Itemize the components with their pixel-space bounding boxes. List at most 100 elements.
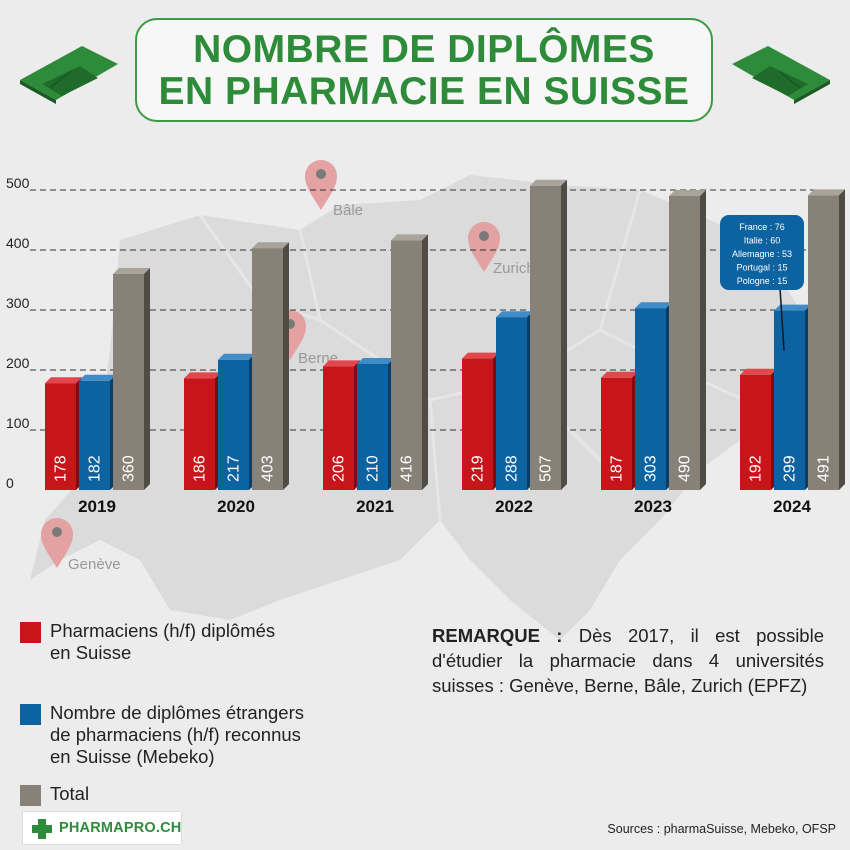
data-label: 219: [470, 455, 487, 482]
legend-swatch-gray: [20, 785, 41, 806]
legend-label-blue: Nombre de diplômes étrangers de pharmaci…: [50, 702, 304, 767]
bar-top: [323, 360, 360, 367]
y-tick-label: 200: [6, 355, 30, 371]
bar-top: [79, 374, 116, 381]
tooltip-line: Allemagne : 53: [732, 249, 792, 259]
data-label: 187: [609, 455, 626, 482]
bar-side: [561, 179, 567, 491]
x-tick-label: 2022: [495, 497, 533, 516]
x-tick-label: 2024: [773, 497, 811, 516]
bar-side: [700, 190, 706, 490]
bar-side: [283, 242, 289, 490]
data-label: 288: [504, 455, 521, 482]
bar: [391, 240, 422, 490]
bar-side: [839, 189, 845, 490]
bar: [218, 359, 249, 490]
y-tick-label: 100: [6, 415, 30, 431]
data-label: 490: [677, 455, 694, 482]
bar: [357, 364, 388, 490]
city-label-basel: Bâle: [333, 202, 363, 219]
bar-top: [774, 304, 811, 311]
legend-swatch-red: [20, 622, 41, 643]
data-label: 186: [192, 455, 209, 482]
logo-text: PHARMAPRO.CH: [59, 820, 182, 836]
bar: [808, 195, 839, 490]
chart-title-line-1: NOMBRE DE DIPLÔMES: [193, 28, 655, 71]
city-label-geneva: Genève: [68, 556, 121, 573]
tooltip-line: Portugal : 15: [736, 263, 787, 273]
bar-top: [496, 311, 533, 318]
data-label: 360: [121, 455, 138, 482]
bar-top: [462, 352, 499, 359]
bar: [113, 274, 144, 490]
tooltip-line: Pologne : 15: [737, 276, 788, 286]
bar-top: [113, 268, 150, 274]
bar: [79, 380, 110, 490]
bar-chart: 0 100 200 300 400 500 178 182 360 2019 186 217 403 20…: [6, 175, 845, 516]
pin-basel-icon: [305, 160, 337, 210]
graduation-cap-icon: [20, 46, 118, 104]
bar-top: [45, 377, 82, 384]
y-tick-label: 300: [6, 295, 30, 311]
bar: [774, 310, 805, 490]
title-box: NOMBRE DE DIPLÔMES EN PHARMACIE EN SUISS…: [135, 18, 713, 122]
bar: [252, 248, 283, 490]
bar: [323, 366, 354, 490]
bar-top: [669, 190, 706, 196]
data-label: 206: [331, 455, 348, 482]
data-label: 491: [816, 455, 833, 482]
chart-title-line-2: EN PHARMACIE EN SUISSE: [158, 70, 690, 113]
bar: [530, 185, 561, 491]
data-label: 299: [782, 455, 799, 482]
bar-top: [357, 358, 394, 364]
y-tick-label: 500: [6, 175, 30, 191]
bar-top: [808, 189, 845, 196]
y-tick-label: 400: [6, 235, 30, 251]
x-tick-label: 2019: [78, 497, 116, 516]
y-tick-label: 0: [6, 475, 14, 491]
bar-top: [740, 368, 777, 375]
data-label: 217: [226, 455, 243, 482]
bar: [462, 358, 493, 490]
sources-note: Sources : pharmaSuisse, Mebeko, OFSP: [607, 822, 836, 836]
bar-top: [391, 234, 428, 241]
bar: [496, 317, 527, 490]
remark-text: Dès 2017, il est possible d'étudier la p…: [432, 625, 824, 696]
bar-side: [144, 268, 150, 490]
bar: [184, 378, 215, 490]
bar-top: [184, 372, 221, 379]
bar-top: [218, 353, 255, 360]
bar: [669, 196, 700, 490]
remark-note: REMARQUE : Dès 2017, il est possible d'é…: [432, 623, 824, 698]
legend-label-gray: Total: [50, 783, 90, 804]
x-tick-label: 2021: [356, 497, 394, 516]
bar: [45, 383, 76, 490]
data-label: 416: [399, 455, 416, 482]
bar: [635, 308, 666, 490]
remark-label: REMARQUE :: [432, 625, 563, 646]
bar-top: [252, 242, 289, 249]
pin-zurich-icon: [468, 222, 500, 272]
tooltip-pointer: [779, 287, 785, 351]
data-label: 178: [53, 455, 70, 482]
data-label: 403: [260, 455, 277, 482]
pharmacy-cross-icon: [32, 819, 52, 839]
graduation-cap-icon: [732, 46, 830, 104]
pin-geneva-icon: [41, 518, 73, 568]
bar: [740, 374, 771, 490]
data-label: 182: [87, 455, 104, 482]
legend-label-red: Pharmaciens (h/f) diplômés en Suisse: [50, 620, 276, 663]
tooltip-line: Italie : 60: [744, 236, 781, 246]
data-label: 192: [748, 455, 765, 482]
bar-side: [422, 234, 428, 490]
legend-swatch-blue: [20, 704, 41, 725]
bar: [601, 377, 632, 490]
bar-top: [530, 179, 567, 186]
x-tick-label: 2023: [634, 497, 672, 516]
tooltip-box: [720, 215, 804, 290]
x-tick-label: 2020: [217, 497, 255, 516]
bar-top: [601, 371, 638, 378]
bar-top: [635, 302, 672, 309]
pharmapro-logo: PHARMAPRO.CH: [22, 811, 182, 845]
tooltip-line: France : 76: [739, 222, 785, 232]
